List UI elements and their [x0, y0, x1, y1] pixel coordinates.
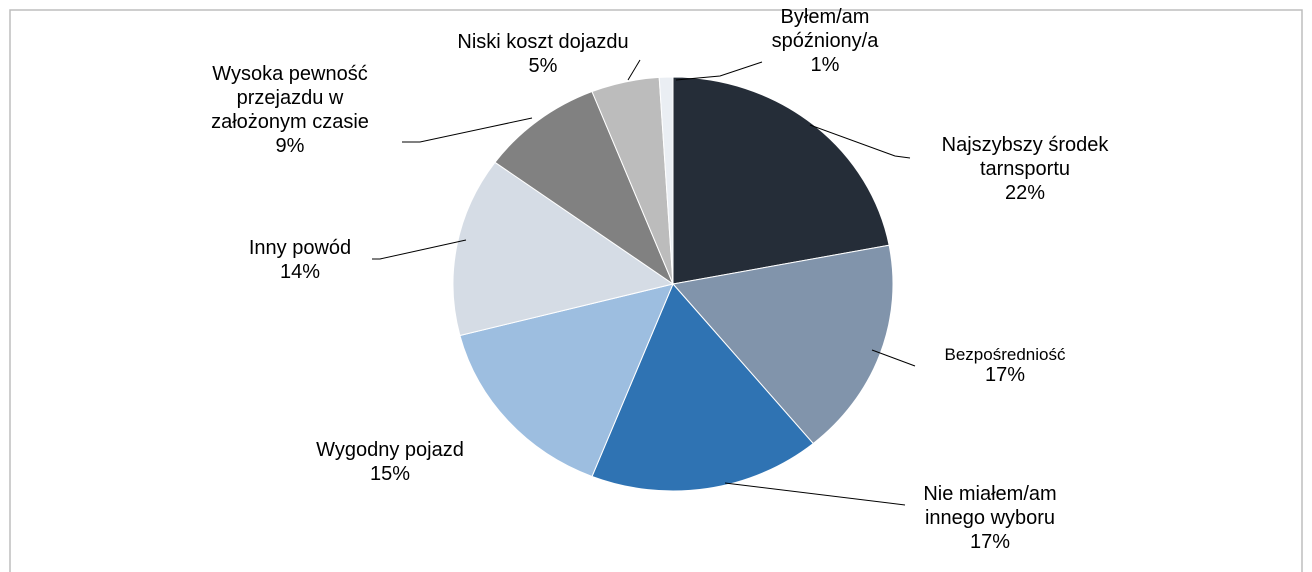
leader-line [871, 349, 916, 367]
pie-slice [672, 76, 890, 285]
value-label: 5% [528, 55, 558, 77]
leader-line [724, 482, 906, 506]
pie-slice [452, 161, 675, 337]
leader-line [809, 124, 911, 159]
leader-line [402, 117, 533, 143]
category-label: Nie miałem/am innego wyboru [923, 483, 1057, 529]
category-label: Niski koszt dojazdu [457, 31, 629, 53]
category-label: Inny powód [248, 237, 352, 259]
pie-slice [494, 90, 675, 286]
data-label: Wygodny pojazd 15% [280, 438, 500, 486]
category-label: Byłem/am spóźniony/a [771, 6, 879, 52]
data-label: Niski koszt dojazdu 5% [423, 30, 663, 78]
leader-lines [372, 59, 916, 506]
data-label: Najszybszy środek tarnsportu 22% [905, 133, 1145, 205]
pie-slice [591, 283, 814, 492]
data-label: Wysoka pewność przejazdu w założonym cza… [190, 62, 390, 158]
category-label: Wygodny pojazd [316, 439, 464, 461]
category-label: Najszybszy środek tarnsportu [941, 134, 1109, 180]
pie-slice [658, 76, 674, 285]
data-label: Bezpośredniość 17% [905, 345, 1105, 385]
value-label: 14% [279, 261, 321, 283]
pie [452, 76, 894, 492]
value-label: 1% [810, 54, 840, 76]
frame [9, 9, 1303, 572]
category-label: Wysoka pewność przejazdu w założonym cza… [211, 63, 369, 133]
value-label: 15% [369, 463, 411, 485]
value-label: 17% [969, 531, 1011, 553]
pie-slice [672, 244, 894, 445]
leader-line [627, 59, 641, 81]
value-label: 17% [984, 364, 1026, 386]
leader-line [675, 61, 763, 81]
data-label: Byłem/am spóźniony/a 1% [765, 5, 885, 77]
data-label: Inny powód 14% [220, 236, 380, 284]
pie-slice [459, 283, 674, 478]
leader-line [372, 239, 467, 260]
data-label: Nie miałem/am innego wyboru 17% [903, 482, 1078, 554]
category-label: Bezpośredniość [944, 345, 1066, 364]
value-label: 22% [1004, 182, 1046, 204]
value-label: 9% [275, 135, 305, 157]
